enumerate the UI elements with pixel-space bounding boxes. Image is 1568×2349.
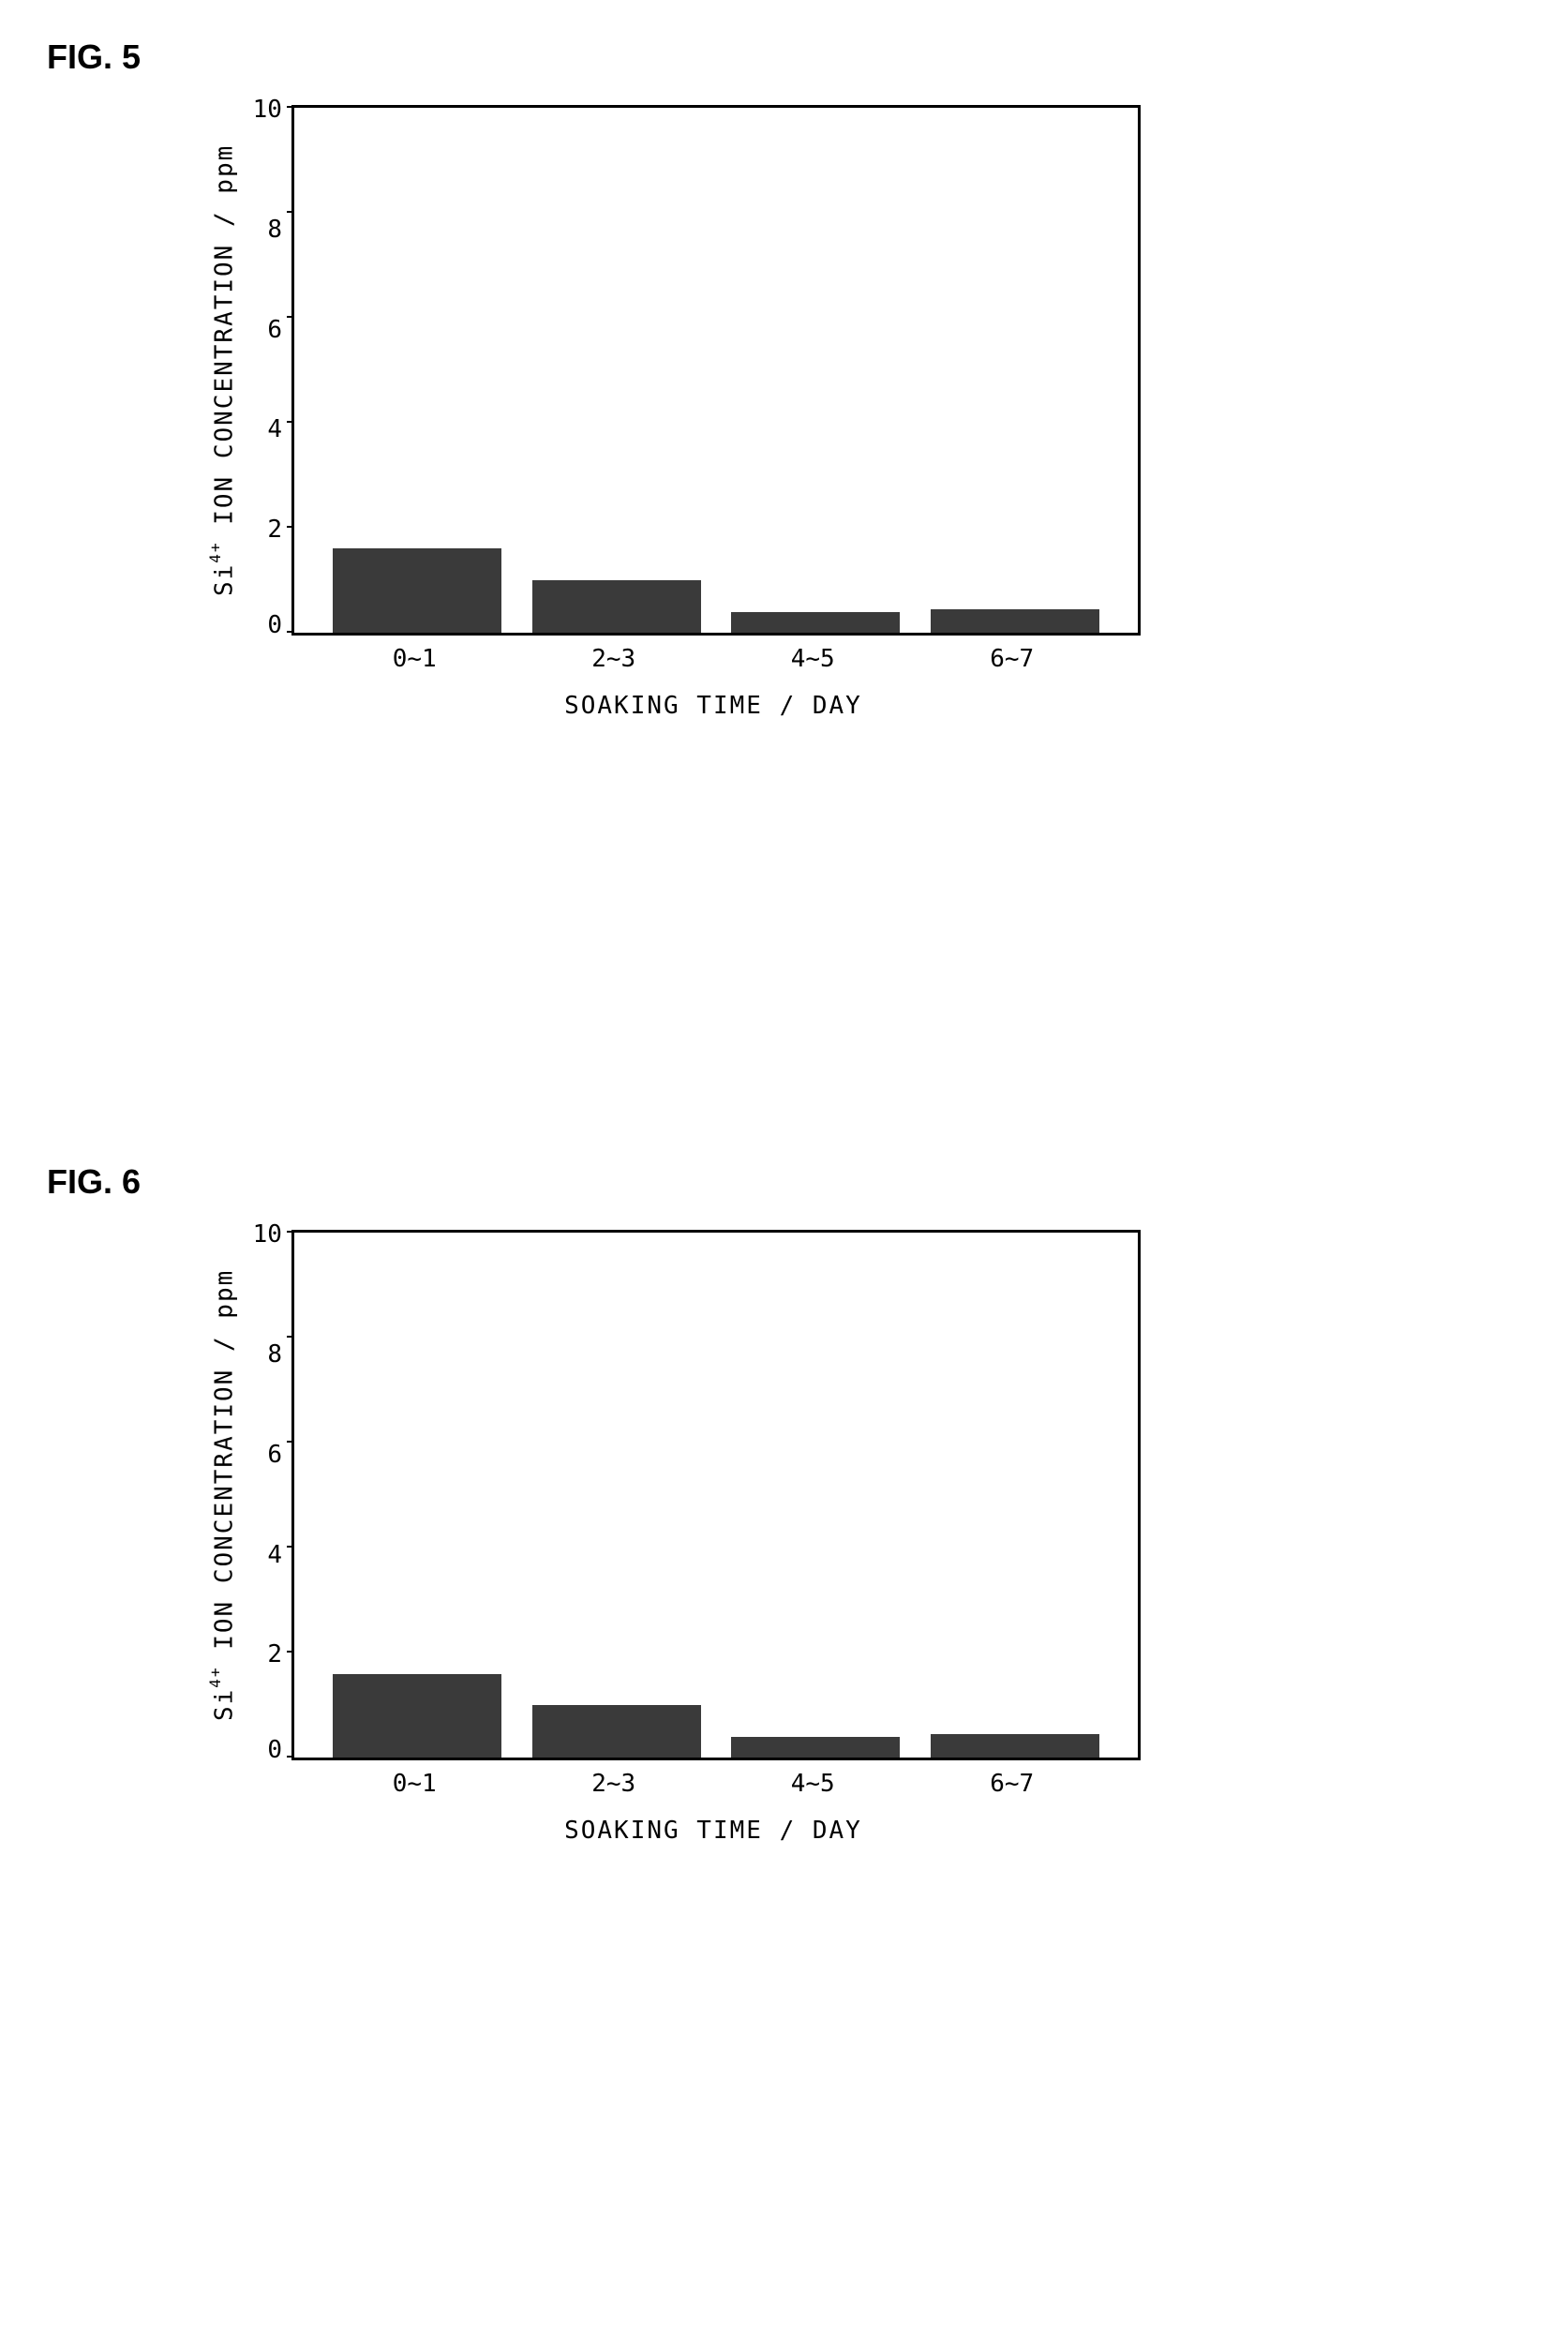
bar	[931, 609, 1099, 633]
y-tick-label: 4	[253, 1543, 282, 1567]
y-axis-label: Si4+ ION CONCENTRATION / ppm	[206, 108, 239, 633]
bar	[731, 612, 900, 633]
y-tick-mark	[287, 106, 294, 108]
x-tick-labels: 0~1 2~3 4~5 6~7	[291, 645, 1135, 673]
x-tick-labels: 0~1 2~3 4~5 6~7	[291, 1770, 1135, 1798]
y-tick-label: 6	[253, 1443, 282, 1467]
x-axis-mirror-row: Si4+ ION CONCENTRATION / ppm100~12~34~56…	[206, 636, 1531, 1087]
plot-with-ticks: 1086420	[253, 1230, 1141, 1760]
y-tick-label: 10	[253, 1222, 282, 1247]
x-tick-label: 2~3	[530, 645, 698, 673]
plot-with-ticks: 1086420	[253, 105, 1141, 636]
x-tick-label: 2~3	[530, 1770, 698, 1798]
y-ticks: 1086420	[253, 1230, 282, 1755]
x-tick-label: 4~5	[728, 1770, 897, 1798]
figures-container: FIG. 5 Si4+ ION CONCENTRATION / ppm 10 8 6 4 2…	[37, 37, 1531, 2213]
y-tick-label: 8	[253, 1342, 282, 1367]
x-axis-label: SOAKING TIME / DAY	[291, 692, 1135, 720]
y-tick-mark	[287, 1336, 294, 1338]
x-axis-mirror-row: Si4+ ION CONCENTRATION / ppm100~12~34~56…	[206, 1760, 1531, 2212]
y-tick-mark	[287, 1651, 294, 1653]
y-tick-label: 6	[253, 318, 282, 342]
bar	[731, 1737, 900, 1758]
y-tick-label: 0	[253, 1738, 282, 1762]
y-tick-label: 0	[253, 613, 282, 637]
bars-container	[294, 108, 1138, 633]
below-plot: 0~1 2~3 4~5 6~7 SOAKING TIME / DAY	[291, 1760, 1135, 2212]
bar	[931, 1734, 1099, 1758]
spacer: 100~12~34~56~7SOAKING TIME / DAY	[253, 1760, 1135, 2212]
chart-area: Si4+ ION CONCENTRATION / ppm1086420	[206, 105, 1531, 636]
y-tick-label: 10	[253, 97, 282, 122]
y-tick-mark	[287, 631, 294, 633]
y-tick-mark	[287, 421, 294, 423]
figure-label: FIG. 5	[47, 37, 1531, 77]
y-tick-mark	[287, 1756, 294, 1758]
x-tick-label: 6~7	[928, 645, 1097, 673]
bar	[532, 1705, 701, 1758]
chart-wrapper: Si4+ ION CONCENTRATION / ppm1086420Si4+ …	[206, 105, 1531, 1087]
y-tick-label: 2	[253, 1642, 282, 1667]
x-tick-label: 6~7	[928, 1770, 1097, 1798]
y-tick-label: 4	[253, 417, 282, 441]
y-tick-mark	[287, 1546, 294, 1548]
plot-box	[291, 1230, 1141, 1760]
y-ticks: 1086420	[253, 105, 282, 630]
below-plot: 0~1 2~3 4~5 6~7 SOAKING TIME / DAY	[291, 636, 1135, 1087]
figure-block: FIG. 6 Si4+ ION CONCENTRATION / ppm 10 8 6 4 2…	[37, 1162, 1531, 2212]
spacer: 100~12~34~56~7SOAKING TIME / DAY	[253, 636, 1135, 1087]
y-tick-mark	[287, 211, 294, 213]
bar	[532, 580, 701, 633]
y-tick-label: 8	[253, 217, 282, 242]
y-tick-label: 2	[253, 517, 282, 542]
figure-label: FIG. 6	[47, 1162, 1531, 1202]
y-axis-label: Si4+ ION CONCENTRATION / ppm	[206, 1233, 239, 1758]
x-tick-label: 0~1	[330, 645, 499, 673]
y-tick-mark	[287, 1441, 294, 1443]
plot-box	[291, 105, 1141, 636]
chart-area: Si4+ ION CONCENTRATION / ppm1086420	[206, 1230, 1531, 1760]
x-tick-label: 0~1	[330, 1770, 499, 1798]
figure-block: FIG. 5 Si4+ ION CONCENTRATION / ppm 10 8 6 4 2…	[37, 37, 1531, 1087]
x-axis-label: SOAKING TIME / DAY	[291, 1817, 1135, 1845]
bar	[333, 1674, 501, 1758]
chart-wrapper: Si4+ ION CONCENTRATION / ppm1086420Si4+ …	[206, 1230, 1531, 2212]
bar	[333, 548, 501, 633]
y-tick-mark	[287, 526, 294, 528]
y-tick-mark	[287, 316, 294, 318]
x-tick-label: 4~5	[728, 645, 897, 673]
bars-container	[294, 1233, 1138, 1758]
y-tick-mark	[287, 1231, 294, 1233]
